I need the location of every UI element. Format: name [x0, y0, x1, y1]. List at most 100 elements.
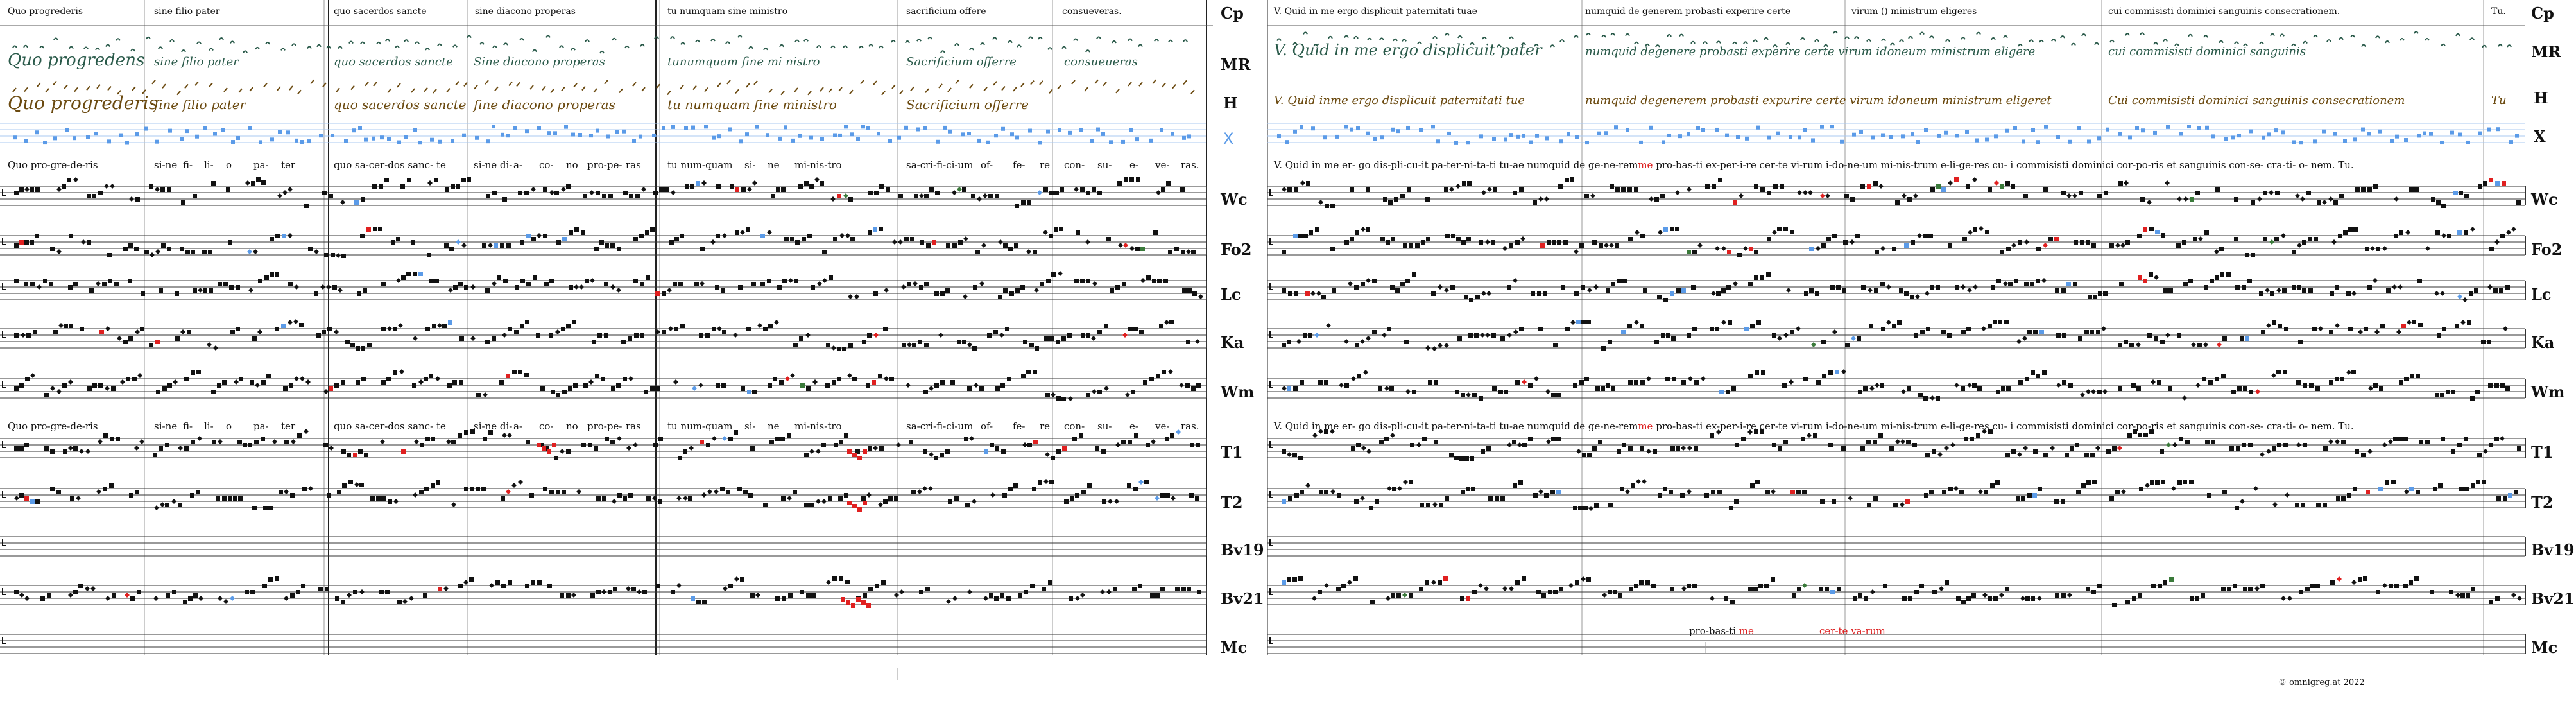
neume-square [2118, 343, 2122, 347]
mr-neume [2259, 41, 2264, 45]
x-note [1604, 131, 1608, 135]
neume-rhombus [839, 233, 845, 238]
neume-square [1628, 237, 1633, 241]
h-neume [1030, 80, 1035, 85]
x-note [506, 134, 510, 138]
neume-square [596, 496, 601, 501]
mr-neume [116, 38, 121, 41]
neume-square [237, 440, 242, 444]
x-note [397, 140, 401, 144]
neume-rhombus [714, 489, 719, 494]
variant-note [857, 456, 862, 460]
neume-square [156, 390, 160, 394]
x-note [1277, 134, 1281, 139]
neume-square [2231, 390, 2236, 394]
neume-square [987, 333, 992, 338]
variant-note [856, 597, 861, 602]
neume-square [1830, 285, 1835, 290]
neume-rhombus [1402, 593, 1407, 598]
x-note [86, 135, 90, 139]
neume-square [2219, 247, 2224, 251]
neume-square [1573, 506, 1577, 510]
neume-rhombus [257, 329, 262, 334]
neume-rhombus [284, 489, 289, 494]
neume-rhombus [1900, 439, 1905, 444]
neume-square [1998, 320, 2002, 324]
h-neume [947, 87, 952, 92]
neume-rhombus [1108, 499, 1113, 504]
neume-rhombus [1538, 196, 1543, 202]
neume-rhombus [96, 489, 101, 494]
neume-square [2404, 377, 2409, 381]
neume-square [1051, 456, 1055, 460]
x-note [1811, 138, 1815, 143]
neume-square [1645, 580, 1650, 585]
neume-square [2062, 380, 2066, 385]
syllable: te [436, 159, 446, 171]
x-note [1662, 140, 1665, 144]
h-neume [184, 83, 189, 89]
neume-square [2446, 390, 2450, 394]
neume-square [2154, 336, 2158, 341]
neume-rhombus [1444, 343, 1449, 348]
neume-square [2483, 181, 2487, 186]
neume-rhombus [1816, 246, 1821, 251]
neume-rhombus [1538, 489, 1543, 494]
neume-rhombus [2217, 342, 2222, 347]
neume-square [2505, 285, 2510, 290]
neume-square [1434, 440, 1438, 444]
neume-square [2410, 374, 2414, 378]
neume-square [44, 446, 49, 451]
neume-square [325, 587, 329, 591]
neume-square [2447, 234, 2451, 238]
neume-square [1584, 377, 1589, 381]
neume-rhombus [1092, 281, 1097, 286]
neume-square [1428, 380, 1432, 385]
neume-rhombus [1900, 502, 1905, 507]
neume-square [24, 240, 29, 245]
neume-square [1466, 596, 1470, 601]
neume-square [868, 230, 872, 235]
neume-rhombus [1316, 291, 1321, 296]
neume-square [2365, 247, 2369, 251]
neume-square [2317, 200, 2321, 205]
mr-neume [640, 44, 645, 47]
neume-square [1509, 243, 1513, 248]
neume-square [2517, 446, 2521, 451]
x-note [728, 127, 732, 132]
neume-square [740, 577, 744, 582]
neume-square [809, 503, 814, 507]
neume-square [451, 184, 455, 189]
neume-square [2221, 587, 2226, 591]
neume-square [1288, 496, 1292, 501]
neume-square [1102, 499, 1106, 504]
x-note [856, 137, 860, 141]
neume-square [2221, 374, 2226, 378]
neume-rhombus [1570, 320, 1576, 325]
neume-square [1640, 446, 1644, 451]
neume-square [2084, 453, 2089, 457]
neume-square [1629, 587, 1633, 591]
neume-rhombus [2388, 439, 2393, 444]
neume-square [63, 449, 67, 454]
neume-square [1902, 596, 1907, 601]
neume-rhombus [990, 492, 995, 498]
neume-square [1658, 493, 1662, 498]
neume-rhombus [387, 326, 392, 331]
neume-square [998, 295, 1002, 299]
neume-square [1832, 234, 1837, 238]
syllable: pro-pe- [587, 420, 623, 432]
syllable: e- [1129, 420, 1138, 432]
neume-square [1049, 191, 1054, 195]
neume-square [2478, 184, 2482, 189]
neume-square [2323, 503, 2327, 507]
neume-square [746, 227, 750, 232]
neume-square [2494, 437, 2499, 441]
neume-rhombus [443, 586, 449, 591]
neume-square [470, 429, 475, 434]
neume-rhombus [1880, 246, 1885, 251]
neume-square [2190, 596, 2194, 601]
mr-neume [360, 41, 365, 44]
mr-neume [2414, 31, 2419, 34]
neume-square [1929, 490, 1934, 494]
